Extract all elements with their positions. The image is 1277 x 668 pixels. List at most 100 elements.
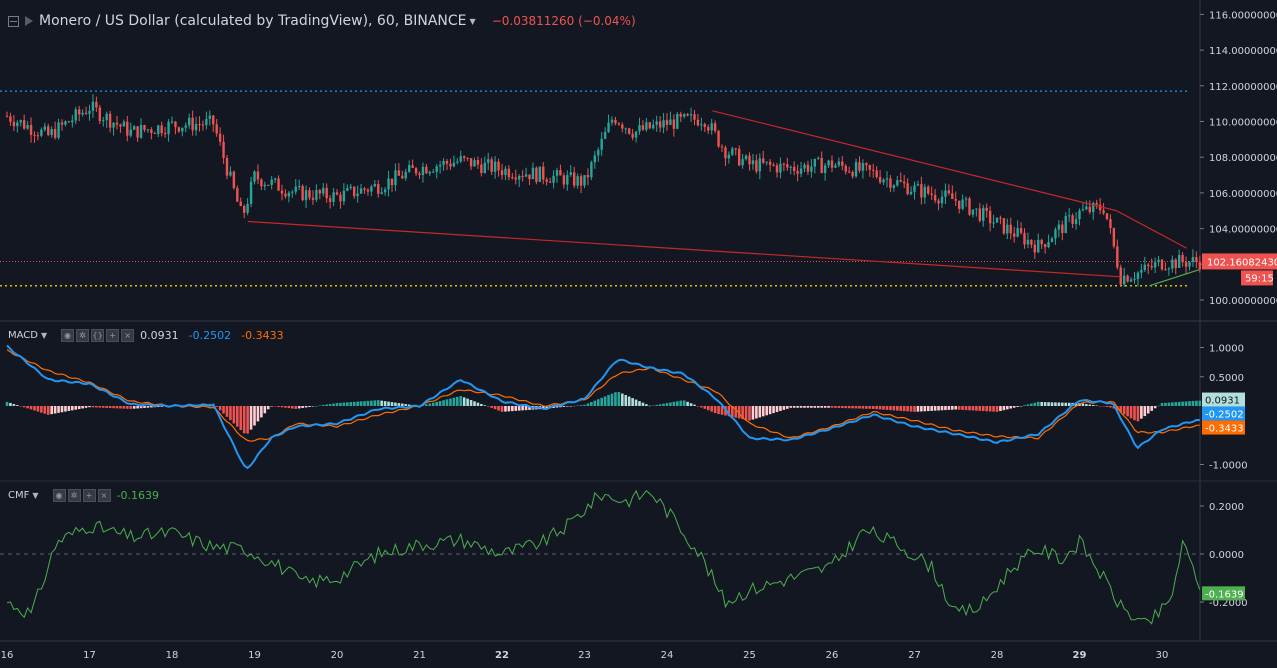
histogram-bar xyxy=(284,406,287,408)
price-tick-label: 100.00000000 xyxy=(1209,296,1277,307)
candle-body xyxy=(1026,239,1030,245)
candle-body xyxy=(332,192,335,202)
candle-body xyxy=(428,171,432,174)
candle-body xyxy=(696,119,700,126)
candle-body xyxy=(1195,257,1198,262)
chevron-down-icon[interactable]: ▼ xyxy=(40,331,48,340)
histogram-bar xyxy=(297,406,301,409)
candle-body xyxy=(445,160,449,164)
candle-body xyxy=(1078,210,1081,220)
candle-body xyxy=(194,124,198,131)
candle-body xyxy=(366,189,370,192)
chevron-down-icon[interactable]: ▼ xyxy=(469,16,476,26)
source-icon[interactable]: {} xyxy=(91,329,105,342)
histogram-bar xyxy=(569,406,573,407)
candle-body xyxy=(627,128,631,134)
close-icon[interactable]: × xyxy=(121,329,135,342)
histogram-bar xyxy=(909,406,913,412)
candle-body xyxy=(438,164,442,167)
histogram-bar xyxy=(1160,403,1164,406)
histogram-bar xyxy=(851,406,854,409)
candle-body xyxy=(191,117,194,131)
more-icon[interactable]: + xyxy=(106,329,120,342)
histogram-bar xyxy=(504,406,507,412)
gear-icon[interactable]: ✲ xyxy=(67,489,81,502)
candle-body xyxy=(552,175,555,183)
histogram-bar xyxy=(1171,402,1174,406)
histogram-bar xyxy=(43,406,47,414)
candle-body xyxy=(84,112,88,114)
macd-value-label: -0.2502 xyxy=(1205,410,1244,421)
histogram-bar xyxy=(84,406,88,408)
histogram-bar xyxy=(150,406,153,408)
collapse-icon[interactable] xyxy=(8,15,19,27)
candle-body xyxy=(545,179,548,182)
candle-body xyxy=(899,180,902,182)
symbol-title[interactable]: Monero / US Dollar (calculated by Tradin… xyxy=(39,13,467,29)
histogram-bar xyxy=(132,406,136,409)
candle-body xyxy=(174,121,177,128)
chart-header: Monero / US Dollar (calculated by Tradin… xyxy=(8,13,636,29)
histogram-bar xyxy=(679,400,683,406)
candle-body xyxy=(686,114,689,116)
candle-body xyxy=(1019,228,1023,233)
histogram-bar xyxy=(266,406,270,410)
macd-value-label: -0.3433 xyxy=(1205,424,1244,435)
candle-body xyxy=(256,171,260,180)
candle-body xyxy=(1050,238,1054,243)
histogram-bar xyxy=(717,406,720,415)
candle-body xyxy=(1098,204,1102,211)
flag-icon[interactable] xyxy=(25,16,33,26)
candle-body xyxy=(851,171,854,177)
histogram-bar xyxy=(16,405,19,406)
histogram-bar xyxy=(710,406,713,412)
candle-body xyxy=(847,171,851,173)
macd-label[interactable]: MACD xyxy=(8,330,38,341)
histogram-bar xyxy=(665,403,669,406)
candle-body xyxy=(806,164,810,172)
histogram-bar xyxy=(342,402,346,406)
eye-icon[interactable]: ◉ xyxy=(61,329,75,342)
histogram-bar xyxy=(9,402,12,406)
candle-body xyxy=(1112,228,1116,247)
candle-body xyxy=(524,174,528,177)
cmf-label[interactable]: CMF xyxy=(8,490,30,501)
candle-body xyxy=(724,147,727,159)
candle-body xyxy=(225,157,229,176)
price-tick-label: 114.00000000 xyxy=(1209,46,1277,57)
histogram-bar xyxy=(242,406,246,434)
histogram-bar xyxy=(614,392,617,406)
cmf-tick-label: 0.2000 xyxy=(1209,502,1244,513)
histogram-bar xyxy=(291,406,294,409)
histogram-bar xyxy=(359,401,363,406)
histogram-bar xyxy=(490,406,493,408)
candle-body xyxy=(772,164,775,166)
short-uptrend-line xyxy=(1149,269,1200,287)
eye-icon[interactable]: ◉ xyxy=(52,489,66,502)
histogram-bar xyxy=(1033,402,1037,406)
histogram-bar xyxy=(995,406,999,412)
candle-body xyxy=(297,186,301,188)
histogram-bar xyxy=(1057,402,1061,406)
histogram-bar xyxy=(1040,402,1043,406)
histogram-bar xyxy=(803,406,806,408)
histogram-bar xyxy=(1067,402,1071,406)
histogram-bar xyxy=(301,406,304,408)
candle-body xyxy=(1033,244,1037,253)
gear-icon[interactable]: ✲ xyxy=(76,329,90,342)
histogram-bar xyxy=(727,406,731,417)
more-icon[interactable]: + xyxy=(82,489,96,502)
histogram-bar xyxy=(401,403,404,406)
candle-body xyxy=(988,210,992,224)
histogram-bar xyxy=(645,404,648,406)
chevron-down-icon[interactable]: ▼ xyxy=(32,491,39,500)
candle-body xyxy=(720,146,724,148)
histogram-bar xyxy=(459,396,463,406)
candle-body xyxy=(786,164,789,168)
histogram-bar xyxy=(260,406,263,418)
close-icon[interactable]: × xyxy=(97,489,111,502)
histogram-bar xyxy=(5,401,9,406)
histogram-bar xyxy=(366,400,370,406)
histogram-bar xyxy=(552,406,555,408)
